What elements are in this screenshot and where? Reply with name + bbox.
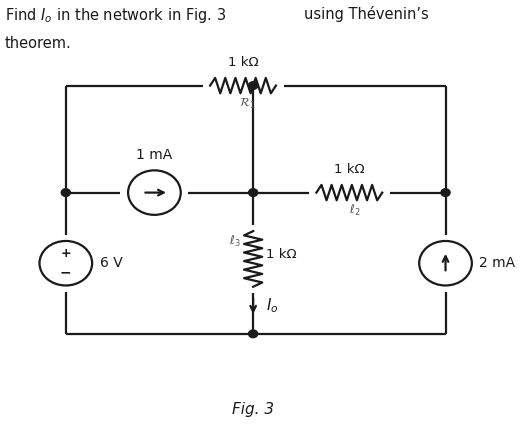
- Circle shape: [61, 189, 70, 196]
- Text: 1 mA: 1 mA: [137, 148, 172, 162]
- Text: $\ell_3$: $\ell_3$: [229, 234, 241, 250]
- Circle shape: [441, 189, 450, 196]
- Text: 1 kΩ: 1 kΩ: [228, 56, 258, 69]
- Text: Fig. 3: Fig. 3: [232, 402, 274, 417]
- Text: +: +: [60, 247, 71, 260]
- Text: 2 mA: 2 mA: [479, 256, 516, 270]
- Circle shape: [249, 189, 258, 196]
- Circle shape: [249, 330, 258, 338]
- Text: 1 kΩ: 1 kΩ: [334, 163, 365, 176]
- Text: using Thévenin’s: using Thévenin’s: [304, 6, 428, 22]
- Text: Find $I_o$ in the network in Fig. 3: Find $I_o$ in the network in Fig. 3: [5, 6, 226, 25]
- Text: $I_o$: $I_o$: [266, 297, 278, 315]
- Text: $\mathcal{R}_1$: $\mathcal{R}_1$: [239, 96, 255, 111]
- Circle shape: [249, 82, 258, 89]
- Text: theorem.: theorem.: [5, 36, 72, 51]
- Text: 1 kΩ: 1 kΩ: [266, 248, 296, 261]
- Text: $\ell_2$: $\ell_2$: [349, 203, 360, 218]
- Text: −: −: [60, 266, 71, 279]
- Text: 6 V: 6 V: [100, 256, 122, 270]
